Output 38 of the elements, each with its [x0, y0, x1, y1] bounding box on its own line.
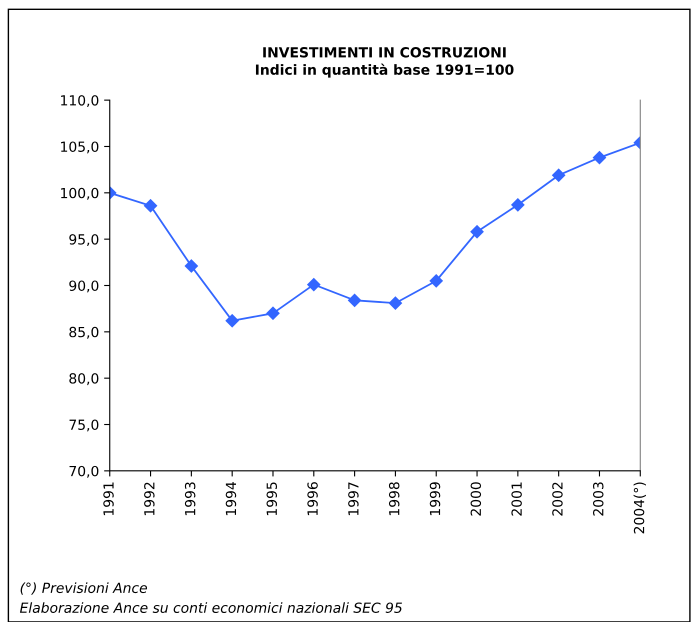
x-tick-label: 1995: [266, 482, 278, 516]
point: [470, 225, 484, 238]
y-tick-label: 75,0: [70, 419, 98, 432]
x-tick-label: 1993: [184, 482, 196, 516]
x-tick-label: 1994: [226, 482, 236, 516]
y-tick-label: 90,0: [69, 280, 98, 292]
point: [388, 296, 402, 310]
point: [592, 151, 606, 164]
x-tick-label: 1996: [307, 482, 318, 516]
y-tick-label: 110,0: [61, 95, 98, 108]
x-tick-label: 2004(°): [634, 482, 646, 534]
x-tick-label: 2000: [470, 482, 482, 516]
x-tick-label: 2001: [511, 482, 522, 516]
x-tick-label: 1998: [388, 482, 400, 516]
y-tick-label: 70,0: [70, 466, 98, 478]
text: Elaborazione Ance su conti economici nazionali SEC 95: [20, 602, 402, 613]
x-tick-label: 1997: [348, 482, 359, 516]
point: [511, 198, 524, 212]
point: [552, 168, 566, 182]
point: [226, 314, 239, 328]
x-tick-label: 1999: [430, 482, 440, 516]
point: [307, 278, 320, 292]
y-tick-label: 95,0: [69, 234, 98, 246]
x-tick-label: 1992: [144, 482, 155, 516]
text: (°) Previsioni Ance: [20, 582, 148, 595]
x-tick-label: 2002: [552, 482, 563, 516]
chart-title: INVESTIMENTI IN COSTRUZIONI Indici in quantità base 1991=100: [256, 47, 514, 78]
y-tick-label: 100,0: [61, 188, 98, 200]
point: [348, 294, 362, 307]
point: [184, 259, 198, 273]
point: [266, 306, 280, 320]
y-tick-label: 85,0: [69, 326, 98, 339]
point: [144, 199, 158, 212]
y-tick-label: 80,0: [69, 373, 98, 386]
y-tick-label: 105,0: [61, 141, 98, 154]
x-tick-label: 1991: [103, 482, 114, 516]
point: [430, 274, 443, 288]
x-tick-label: 2003: [592, 482, 604, 516]
